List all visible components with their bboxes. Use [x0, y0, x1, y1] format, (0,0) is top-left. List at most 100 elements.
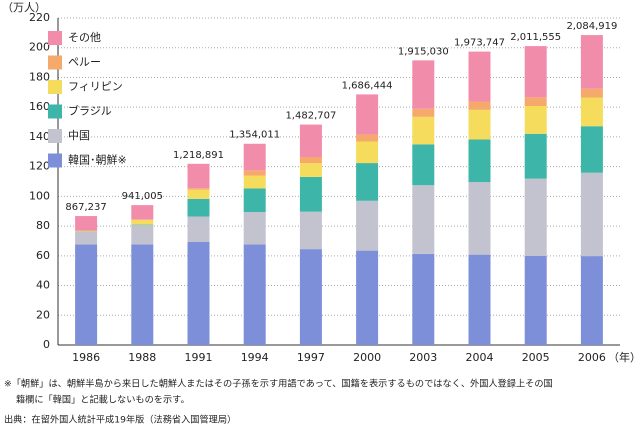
bar-segment — [243, 212, 266, 245]
total-label: 1,354,011 — [229, 130, 280, 141]
bar-segment — [243, 244, 266, 345]
y-tick-label: 40 — [36, 279, 50, 292]
bar-segment — [580, 126, 603, 173]
bar-segment — [580, 35, 603, 89]
total-label: 1,973,747 — [454, 38, 505, 49]
bar-segment — [299, 124, 322, 157]
legend-swatch — [48, 129, 62, 143]
legend-swatch — [48, 31, 62, 45]
total-label: 2,011,555 — [510, 32, 561, 43]
bar-segment — [243, 170, 266, 176]
bar-segment — [412, 108, 435, 117]
x-tick-label: 2003 — [409, 351, 437, 364]
bar-segment — [187, 216, 210, 242]
bar-segment — [299, 176, 322, 212]
bar-segment — [524, 255, 547, 345]
bar-segment — [131, 225, 154, 245]
legend-label: ブラジル — [68, 104, 112, 118]
bar-segment — [187, 163, 210, 189]
y-tick-label: 100 — [29, 189, 50, 202]
bar-segment — [356, 163, 379, 201]
legend-label: その他 — [68, 31, 101, 44]
y-tick-label: 160 — [29, 100, 50, 113]
total-label: 1,686,444 — [342, 80, 393, 91]
bar-segment — [468, 254, 491, 345]
legend-swatch — [48, 153, 62, 168]
x-tick-label: 1994 — [241, 351, 269, 364]
legend-label: ペルー — [68, 56, 101, 69]
bar-segment — [580, 256, 603, 345]
y-tick-label: 120 — [29, 160, 50, 173]
y-tick-label: 180 — [29, 70, 50, 83]
bar-segment — [356, 94, 379, 135]
x-tick-label: 2006 — [578, 351, 606, 364]
y-tick-label: 60 — [36, 249, 50, 262]
y-tick-label: 80 — [36, 219, 50, 232]
bar-segment — [243, 143, 266, 171]
y-tick-label: 0 — [43, 338, 50, 351]
bar-segment — [187, 188, 210, 190]
bar-segment — [580, 97, 603, 127]
bar-segment — [187, 189, 210, 199]
bar-segment — [187, 241, 210, 345]
bar-segment — [580, 172, 603, 257]
bar-segment — [75, 230, 98, 232]
bar-segment — [75, 231, 98, 245]
legend-label: 韓国･朝鮮※ — [68, 153, 127, 167]
bar-segment — [412, 60, 435, 109]
bar-segment — [356, 200, 379, 251]
x-tick-label: 2005 — [522, 351, 550, 364]
total-label: 941,005 — [122, 191, 163, 202]
total-label: 2,084,919 — [566, 21, 617, 32]
bar-segment — [524, 133, 547, 179]
bar-segment — [412, 253, 435, 345]
bar-segment — [468, 182, 491, 255]
legend-label: 中国 — [68, 129, 90, 142]
y-tick-label: 140 — [29, 130, 50, 143]
bar-segment — [412, 116, 435, 145]
bar-segment — [131, 219, 154, 225]
x-tick-label: 2000 — [353, 351, 381, 364]
bar-segment — [243, 175, 266, 189]
total-label: 1,915,030 — [398, 46, 449, 57]
total-label: 1,482,707 — [285, 111, 336, 122]
legend-swatch — [48, 55, 62, 70]
bar-segment — [75, 244, 98, 345]
bar-segment — [468, 101, 491, 110]
bar-segment — [580, 88, 603, 98]
bar-segment — [468, 51, 491, 102]
y-tick-label: 220 — [29, 11, 50, 24]
y-tick-label: 200 — [29, 41, 50, 54]
bar-segment — [412, 185, 435, 254]
x-tick-label: 1988 — [128, 351, 156, 364]
x-unit: （年） — [608, 350, 640, 364]
bar-segment — [131, 224, 154, 226]
legend-swatch — [48, 80, 62, 94]
bar-segment — [131, 205, 154, 220]
bar-segment — [524, 178, 547, 256]
x-tick-label: 1986 — [72, 351, 100, 364]
bar-segment — [131, 244, 154, 345]
legend-swatch — [48, 104, 62, 119]
bar-segment — [299, 163, 322, 177]
total-label: 867,237 — [65, 202, 106, 213]
bar-segment — [468, 109, 491, 140]
bar-segment — [356, 250, 379, 345]
source: 出典：在留外国人統計平成19年版（法務省入国管理局） — [4, 414, 236, 426]
bar-segment — [524, 105, 547, 134]
footnote: 籍欄に「韓国」と記載しないものを示す。 — [16, 394, 190, 406]
bar-segment — [524, 97, 547, 106]
bar-segment — [299, 211, 322, 250]
x-tick-label: 1991 — [185, 351, 213, 364]
bar-segment — [412, 144, 435, 186]
bar-segment — [187, 198, 210, 217]
bar-segment — [356, 134, 379, 142]
bar-segment — [356, 141, 379, 164]
total-label: 1,218,891 — [173, 150, 224, 161]
legend-label: フィリピン — [68, 80, 123, 93]
y-unit: （万人） — [2, 1, 46, 14]
bar-segment — [524, 46, 547, 98]
bar-segment — [299, 156, 322, 164]
x-tick-label: 1997 — [297, 351, 325, 364]
